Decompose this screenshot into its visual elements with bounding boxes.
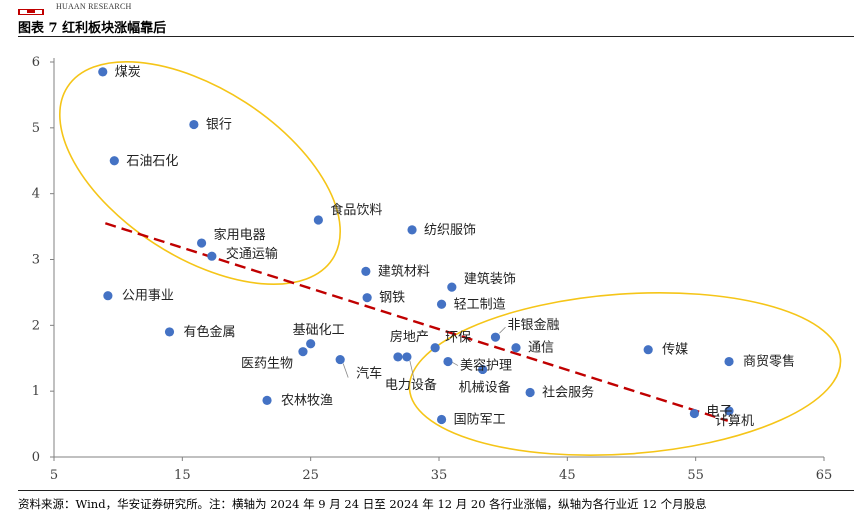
leader-line [499,326,506,334]
x-tick-label: 5 [50,468,58,483]
growth-ellipse [408,291,842,457]
data-point [511,343,521,353]
data-point [393,352,403,362]
data-point [436,299,447,309]
y-tick-label: 6 [32,55,40,70]
huaan-logo-icon [18,0,44,16]
y-tick-label: 1 [32,384,40,399]
data-point [196,238,207,248]
x-tick-label: 15 [174,468,191,483]
data-point [478,364,488,375]
data-point [164,327,175,337]
title-divider [18,36,854,37]
data-point [98,67,108,77]
point-label: 纺织服饰 [424,223,476,238]
figure-title: 图表 7 红利板块涨幅靠后 [18,21,167,36]
point-label: 计算机 [715,414,754,429]
point-label: 医药生物 [241,357,293,372]
data-point [724,406,734,416]
point-label: 非银金融 [507,317,559,333]
data-point [443,356,453,367]
y-tick-label: 2 [32,318,40,333]
y-tick-label: 0 [32,450,40,465]
report-header: HUAAN RESEARCH 图表 7 红利板块涨幅靠后 [0,0,862,40]
point-label: 建筑材料 [378,263,430,279]
data-point [689,408,699,419]
y-tick-label: 3 [32,253,40,268]
point-label: 电力设备 [385,377,437,393]
x-tick-label: 45 [559,468,576,483]
x-tick-label: 25 [302,468,319,483]
point-label: 机械设备 [459,379,511,395]
data-point [436,414,447,425]
point-label: 电子 [706,405,732,420]
x-tick-label: 65 [816,468,833,483]
leader-line [342,363,349,378]
data-point [103,291,113,301]
point-label: 环保 [445,331,471,346]
data-point [724,356,734,367]
data-point [402,352,412,362]
point-label: 国防军工 [454,411,506,427]
data-point [643,345,653,355]
point-label: 家用电器 [214,227,266,243]
data-point [362,293,372,303]
data-point [298,347,308,357]
data-point [335,354,345,365]
leader-line [409,360,416,384]
data-point [207,251,217,261]
footer-divider [18,490,854,491]
point-label: 煤炭 [115,65,141,80]
data-point [407,225,417,235]
point-label: 商贸零售 [743,354,795,370]
y-tick-label: 4 [32,187,40,202]
point-label: 社会服务 [542,384,594,400]
data-point [189,119,199,130]
point-label: 传媒 [662,343,688,358]
point-label: 有色金属 [184,324,236,340]
x-tick-label: 35 [431,468,448,483]
data-point [361,266,371,276]
point-label: 石油石化 [126,154,178,169]
source-note: 资料来源：Wind，华安证券研究所。注：横轴为 2024 年 9 月 24 日至… [18,497,707,511]
point-label: 农林牧渔 [281,393,333,408]
point-label: 通信 [528,341,554,356]
data-point [313,215,323,225]
point-label: 建筑装饰 [464,271,516,287]
data-point [525,387,535,398]
point-label: 汽车 [356,366,382,382]
point-label: 食品饮料 [330,202,382,218]
data-point [490,332,501,342]
data-point [262,395,272,405]
x-tick-label: 55 [687,468,704,483]
point-label: 公用事业 [122,289,174,304]
point-label: 美容护理 [460,358,512,374]
highlight-ellipses [59,60,842,457]
data-point [447,282,457,292]
point-label: 银行 [206,118,232,133]
data-point [430,343,440,353]
point-label: 轻工制造 [454,297,506,312]
data-point [306,339,316,349]
point-label: 交通运输 [226,246,278,262]
point-label: 钢铁 [379,291,405,306]
point-label: 基础化工 [293,323,345,338]
data-points [98,67,734,425]
y-tick-label: 5 [32,121,40,136]
brand-name: HUAAN RESEARCH [56,2,132,11]
data-point [109,156,119,166]
point-label: 房地产 [390,329,429,345]
dividend-ellipse [59,60,341,286]
